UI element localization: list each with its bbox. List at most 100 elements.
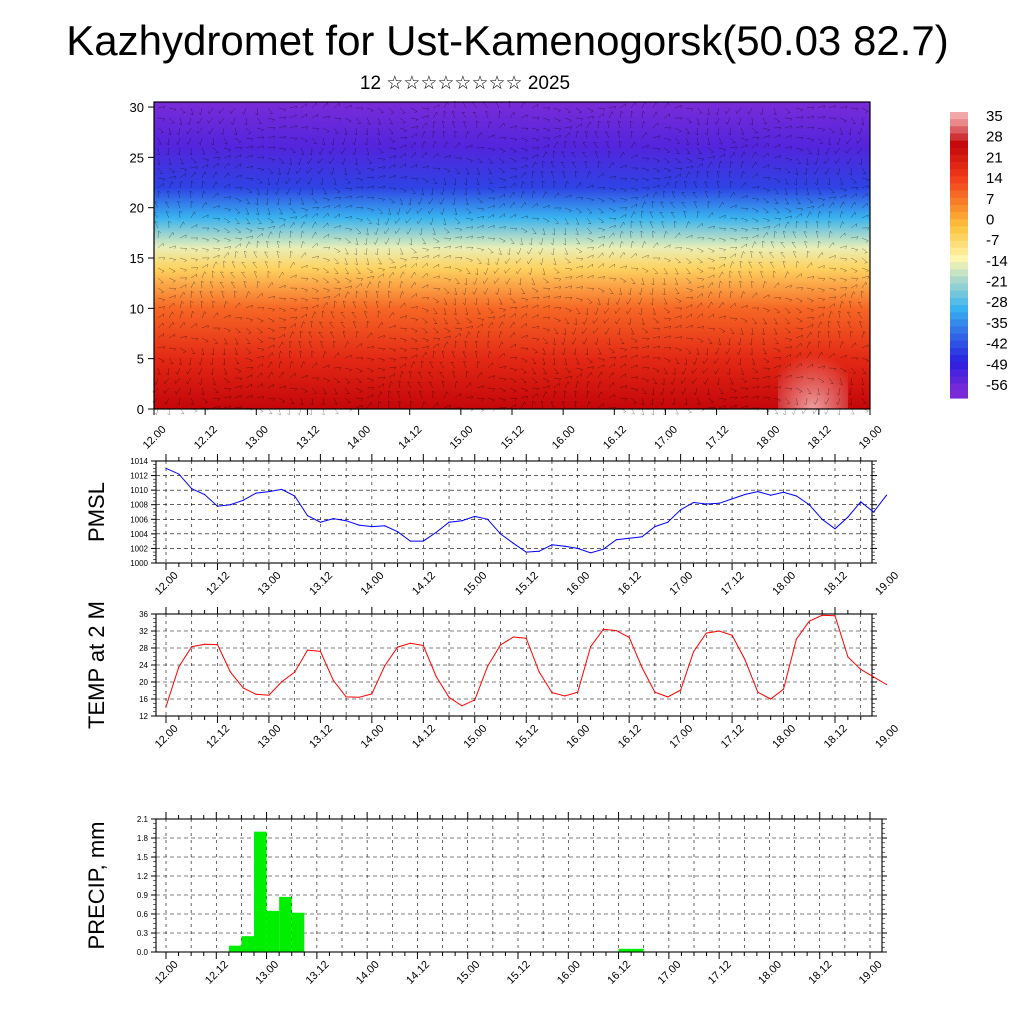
pmsl-point [178,473,180,475]
colorbar-label: 21 [986,149,1003,166]
temp-point [409,642,412,644]
pmsl-point [203,493,206,496]
pmsl-point [474,515,476,517]
temp-point [525,637,527,639]
pmsl-point [731,498,733,500]
temp-point [281,680,283,683]
colorbar-segment [950,169,968,177]
temp-point [538,671,540,673]
pmsl-point [628,537,630,539]
precip-y-tick-label: 0.6 [137,910,149,919]
colorbar-segment [950,226,968,235]
precip-x-tick-label: 14.12 [404,959,432,987]
precip-bar [279,896,292,952]
colorbar-segment [950,240,968,249]
precip-bar [291,912,305,952]
pmsl-x-tick-label: 13.12 [307,570,335,598]
temp-x-tick-label: 17.12 [719,723,747,751]
temp-point [654,691,656,693]
heatmap-x-tick-label: 16.12 [601,424,629,452]
precip-x-tick-label: 12.12 [203,959,231,987]
pmsl-point [615,539,617,541]
temp-point [757,691,759,693]
pmsl-point [306,515,309,517]
pmsl-point [782,491,785,493]
colorbar-segment [950,219,968,227]
precip-x-tick-label: 17.12 [706,959,734,987]
pmsl-point [319,521,321,523]
temp-point [551,692,553,694]
pmsl-point [589,552,592,554]
heatmap-x-tick-label: 17.00 [652,424,680,452]
colorbar-segment [950,233,968,242]
pmsl-point [705,503,707,505]
temp-point [770,698,772,700]
pmsl-x-tick-label: 12.12 [204,570,232,598]
precip-axis-title: PRECIP, mm [84,822,109,950]
temp-point [847,656,849,658]
temp-x-tick-label: 18.12 [822,723,850,751]
colorbar-segment [950,319,968,328]
pmsl-point [872,511,875,513]
precip-x-tick-label: 18.12 [806,959,834,987]
temp-point [448,696,450,698]
colorbar-segment [950,190,968,199]
precip-x-tick-label: 13.00 [253,959,281,987]
temp-x-tick-label: 12.12 [204,723,232,751]
colorbar-segment [950,133,968,142]
temp-point [165,706,167,708]
pmsl-point [744,493,746,496]
precip-x-tick-label: 16.12 [605,959,633,987]
precip-bar [254,831,267,952]
temp-point [641,666,643,669]
temp-point [718,630,720,632]
temp-point [461,705,463,707]
heatmap-y-tick-label: 5 [137,352,144,367]
temp-x-tick-label: 18.00 [770,723,798,751]
heatmap-x-tick-label: 18.12 [806,424,834,452]
temp-point [255,693,257,695]
pmsl-x-tick-label: 13.00 [256,570,284,598]
temp-point [332,679,334,681]
heatmap-x-tick-label: 13.12 [294,424,322,452]
temp-point [306,649,309,651]
colorbar-segment [950,312,968,320]
colorbar-segment [950,269,968,278]
precip-y-tick-label: 1.2 [137,872,149,881]
temp-point [422,644,424,647]
temp-point [216,644,219,646]
heatmap-x-tick-label: 15.00 [448,424,476,452]
temp-point [178,666,180,668]
pmsl-x-tick-label: 14.00 [359,570,387,598]
pmsl-point [834,528,836,530]
colorbar-segment [950,119,968,127]
colorbar-segment [950,376,968,385]
temp-point [589,646,592,648]
heatmap-x-tick-label: 14.12 [396,424,424,452]
pmsl-point [409,540,412,542]
temp-point [834,615,836,617]
colorbar-segment [950,347,968,356]
pmsl-x-tick-label: 15.00 [461,570,489,598]
temp-x-tick-label: 19.00 [873,723,901,751]
pmsl-point [564,545,566,547]
pmsl-point [345,520,347,522]
temp-axis-title: TEMP at 2 M [84,601,109,729]
precip-y-tick-label: 0.9 [137,891,149,900]
colorbar-segment [950,112,968,120]
colorbar-segment [950,355,968,363]
heatmap-x-tick-label: 13.00 [243,424,271,452]
pmsl-y-tick-label: 1010 [130,486,148,495]
precip-bar [266,910,280,952]
precip-x-tick-label: 13.12 [304,959,332,987]
precip-y-tick-label: 1.8 [137,834,149,843]
colorbar-segment [950,326,968,335]
colorbar-segment [950,126,968,135]
temp-point [692,651,695,653]
colorbar-segment [950,383,968,392]
pmsl-point [525,551,527,553]
temp-point [808,620,810,622]
precip-x-tick-label: 15.00 [454,959,482,987]
colorbar-segment [950,162,968,170]
